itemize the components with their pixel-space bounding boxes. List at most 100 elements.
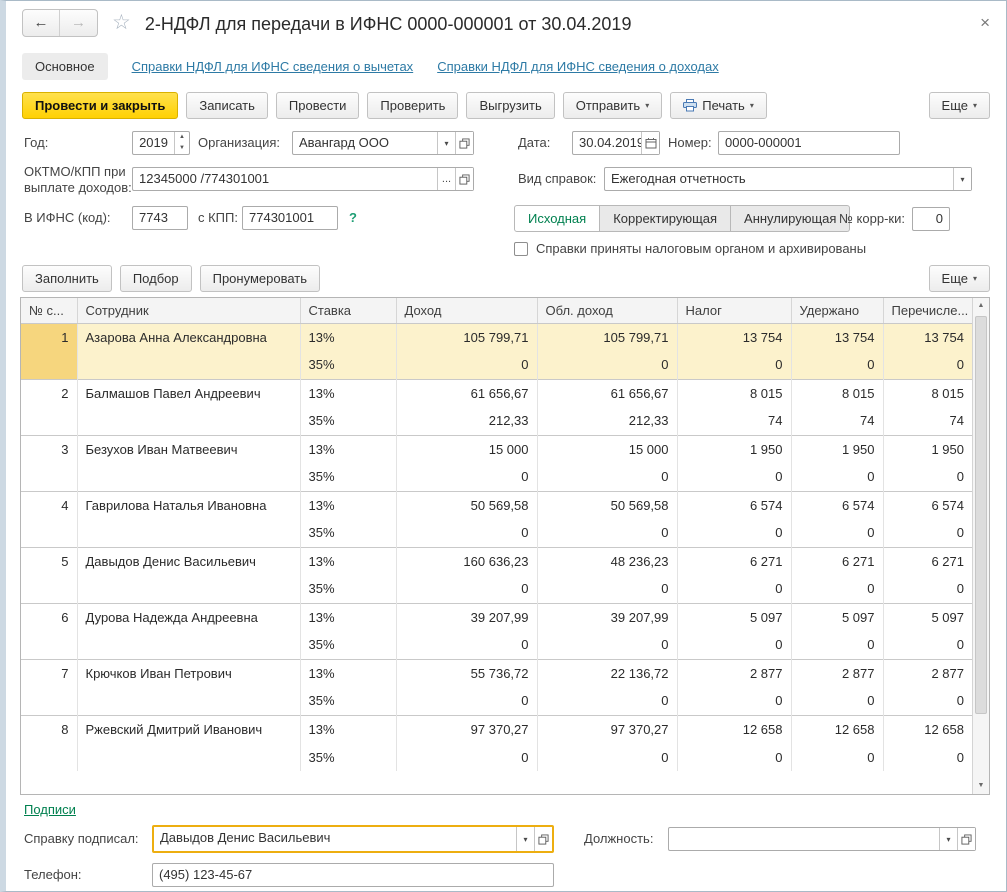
cell-transferred[interactable]: 74 [949, 413, 964, 429]
col-taxable-income[interactable]: Обл. доход [537, 298, 678, 324]
save-button[interactable]: Записать [186, 92, 268, 119]
cell-taxable-income[interactable]: 0 [537, 575, 678, 603]
cell-income[interactable]: 0 [396, 575, 538, 603]
table-row[interactable]: 2 Балмашов Павел Андреевич 13% 61 656,67 61 … [21, 378, 972, 435]
cell-rate[interactable]: 35% [300, 407, 397, 435]
help-icon[interactable]: ? [349, 210, 357, 225]
cell-tax[interactable]: 0 [677, 687, 792, 715]
cell-withheld[interactable]: 8 015 [791, 378, 884, 407]
row-number[interactable]: 6 [21, 602, 78, 659]
post-and-close-button[interactable]: Провести и закрыть [22, 92, 179, 119]
cell-rate[interactable]: 35% [300, 631, 397, 659]
oktmo-field[interactable]: 12345000 /774301001 ... [132, 167, 474, 191]
cell-income[interactable]: 0 [396, 519, 538, 547]
cell-withheld[interactable]: 74 [791, 407, 884, 435]
scroll-down-icon[interactable]: ▼ [977, 782, 985, 789]
cell-tax[interactable]: 2 877 [677, 658, 792, 687]
print-button[interactable]: Печать ▾ [670, 92, 767, 119]
correction-number-field[interactable]: 0 [912, 207, 950, 231]
forward-icon[interactable]: → [71, 14, 86, 31]
row-number[interactable]: 4 [21, 490, 78, 547]
cell-rate[interactable]: 13% [300, 323, 397, 351]
employee-name[interactable]: Ржевский Дмитрий Иванович [77, 714, 301, 771]
position-field[interactable]: ▾ [668, 827, 976, 851]
kpp-field[interactable]: 774301001 [242, 206, 338, 230]
cell-rate[interactable]: 13% [300, 602, 397, 631]
tab-link-incomes[interactable]: Справки НДФЛ для ИФНС сведения о доходах [437, 59, 719, 74]
cell-transferred[interactable]: 2 877 [883, 658, 972, 687]
chevron-down-icon[interactable]: ▾ [939, 828, 957, 850]
tab-link-deductions[interactable]: Справки НДФЛ для ИФНС сведения о вычетах [131, 59, 414, 74]
cell-rate[interactable]: 13% [300, 378, 397, 407]
post-button[interactable]: Провести [275, 92, 360, 119]
number-value[interactable]: 0000-000001 [725, 135, 802, 150]
cell-withheld[interactable]: 1 950 [791, 434, 884, 463]
pick-button[interactable]: Подбор [119, 265, 192, 292]
renumber-button[interactable]: Пронумеровать [199, 265, 321, 292]
cell-transferred[interactable]: 0 [956, 581, 964, 597]
cell-income[interactable]: 0 [396, 743, 538, 771]
cell-tax[interactable]: 13 754 [677, 323, 792, 351]
scrollbar-thumb[interactable] [975, 316, 987, 714]
close-icon[interactable]: × [980, 13, 990, 32]
cell-withheld[interactable]: 0 [791, 687, 884, 715]
cell-income[interactable]: 0 [396, 687, 538, 715]
cell-transferred[interactable]: 6 271 [883, 546, 972, 575]
row-number[interactable]: 1 [21, 323, 78, 379]
cell-rate[interactable]: 13% [300, 546, 397, 575]
table-row[interactable]: 7 Крючков Иван Петрович 13% 55 736,72 22 136… [21, 658, 972, 715]
cell-tax[interactable]: 0 [677, 519, 792, 547]
employee-name[interactable]: Гаврилова Наталья Ивановна [77, 490, 301, 547]
table-row[interactable]: 35% 0 0 0 0 0 [21, 519, 972, 547]
signed-by-field[interactable]: Давыдов Денис Васильевич ▾ [152, 825, 554, 853]
cell-income[interactable]: 0 [396, 631, 538, 659]
cell-rate[interactable]: 35% [300, 575, 397, 603]
cell-income[interactable]: 212,33 [396, 407, 538, 435]
cell-tax[interactable]: 0 [677, 631, 792, 659]
table-row[interactable]: 35% 0 0 0 0 0 [21, 351, 972, 379]
cell-tax[interactable]: 5 097 [677, 602, 792, 631]
cell-transferred[interactable]: 6 574 [883, 490, 972, 519]
cell-transferred[interactable]: 0 [956, 469, 964, 485]
col-transferred[interactable]: Перечисле... [883, 298, 972, 324]
year-value[interactable]: 2019 [139, 135, 168, 150]
certificate-kind-value[interactable]: Ежегодная отчетность [611, 171, 746, 186]
signed-by-value[interactable]: Давыдов Денис Васильевич [160, 830, 331, 845]
calendar-icon[interactable] [641, 132, 659, 154]
scroll-up-icon[interactable]: ▲ [977, 302, 985, 309]
phone-value[interactable]: (495) 123-45-67 [159, 867, 253, 882]
date-value[interactable]: 30.04.2019 [579, 135, 641, 150]
row-number[interactable]: 5 [21, 546, 78, 603]
cell-withheld[interactable]: 0 [791, 743, 884, 771]
cell-transferred[interactable]: 0 [956, 525, 964, 541]
open-form-icon[interactable] [957, 828, 975, 850]
row-number[interactable]: 3 [21, 434, 78, 491]
table-row[interactable]: 35% 212,33 212,33 74 74 74 [21, 407, 972, 435]
cell-withheld[interactable]: 6 574 [791, 490, 884, 519]
cell-tax[interactable]: 0 [677, 463, 792, 491]
cell-taxable-income[interactable]: 39 207,99 [537, 602, 678, 631]
cell-tax[interactable]: 1 950 [677, 434, 792, 463]
number-field[interactable]: 0000-000001 [718, 131, 900, 155]
cell-taxable-income[interactable]: 61 656,67 [537, 378, 678, 407]
cell-rate[interactable]: 35% [300, 519, 397, 547]
ifns-code-field[interactable]: 7743 [132, 206, 188, 230]
table-row[interactable]: 35% 0 0 0 0 0 [21, 575, 972, 603]
cell-tax[interactable]: 6 574 [677, 490, 792, 519]
cell-income[interactable]: 15 000 [396, 434, 538, 463]
cell-withheld[interactable]: 0 [791, 575, 884, 603]
cell-transferred[interactable]: 0 [956, 693, 964, 709]
cell-rate[interactable]: 35% [300, 351, 397, 379]
col-tax[interactable]: Налог [677, 298, 792, 324]
cell-income[interactable]: 160 636,23 [396, 546, 538, 575]
col-rate[interactable]: Ставка [300, 298, 397, 324]
cell-taxable-income[interactable]: 15 000 [537, 434, 678, 463]
cell-income[interactable]: 0 [396, 351, 538, 379]
open-form-icon[interactable] [455, 132, 473, 154]
ellipsis-icon[interactable]: ... [437, 168, 455, 190]
cell-tax[interactable]: 6 271 [677, 546, 792, 575]
type-original-button[interactable]: Исходная [514, 205, 601, 232]
table-row[interactable]: 35% 0 0 0 0 0 [21, 631, 972, 659]
archived-checkbox[interactable] [514, 242, 528, 256]
fill-button[interactable]: Заполнить [22, 265, 112, 292]
